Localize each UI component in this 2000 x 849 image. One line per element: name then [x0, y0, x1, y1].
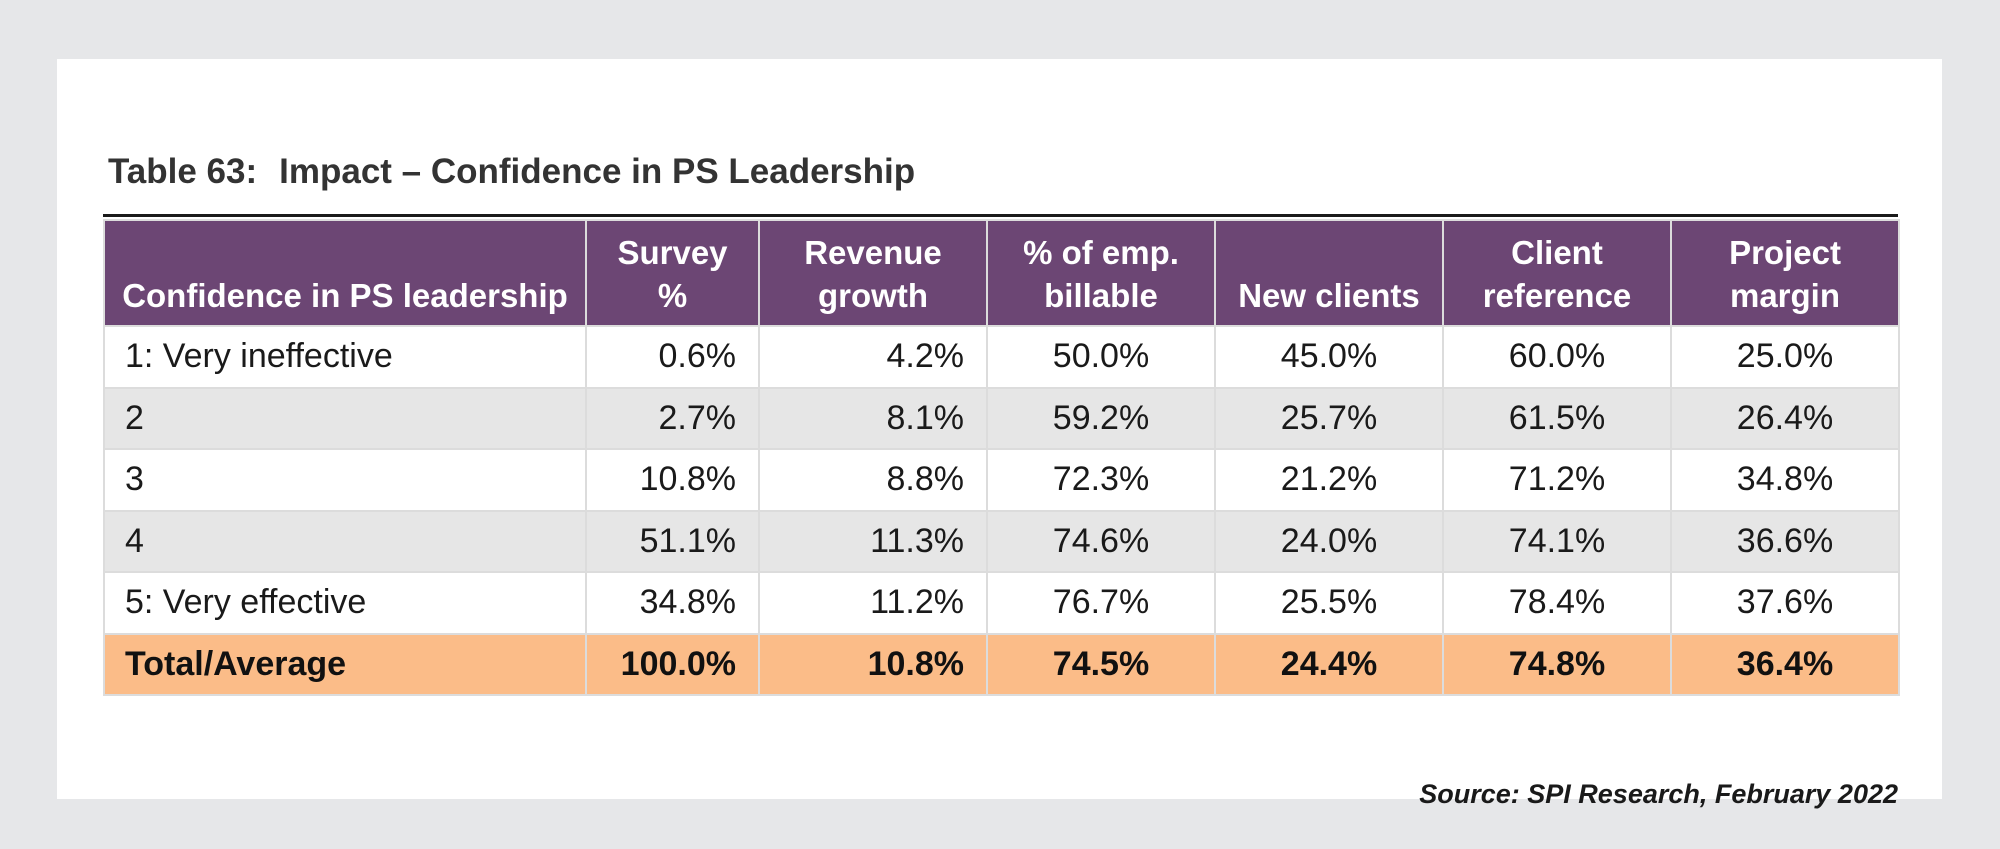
- total-new-clients: 24.4%: [1214, 632, 1444, 696]
- table-row: 1: Very ineffective 0.6% 4.2% 50.0% 45.0…: [103, 325, 1900, 389]
- cell-project-margin: 25.0%: [1670, 325, 1900, 389]
- total-emp-billable: 74.5%: [986, 632, 1216, 696]
- total-survey: 100.0%: [585, 632, 760, 696]
- table-row: 3 10.8% 8.8% 72.3% 21.2% 71.2% 34.8%: [103, 448, 1900, 512]
- total-client-reference: 74.8%: [1442, 632, 1672, 696]
- header-line: reference: [1482, 277, 1632, 314]
- col-header-project-margin: Project margin: [1670, 219, 1900, 327]
- cell-client-reference: 60.0%: [1442, 325, 1672, 389]
- col-header-client-reference: Client reference: [1442, 219, 1672, 327]
- row-label: 3: [103, 448, 587, 512]
- cell-project-margin: 26.4%: [1670, 386, 1900, 450]
- header-line: % of emp.: [1023, 234, 1179, 271]
- cell-survey: 10.8%: [585, 448, 760, 512]
- col-header-emp-billable: % of emp. billable: [986, 219, 1216, 327]
- header-line: %: [657, 277, 688, 314]
- row-label: 4: [103, 509, 587, 573]
- cell-new-clients: 24.0%: [1214, 509, 1444, 573]
- cell-new-clients: 25.7%: [1214, 386, 1444, 450]
- total-row: Total/Average 100.0% 10.8% 74.5% 24.4% 7…: [103, 632, 1900, 696]
- row-label: 5: Very effective: [103, 571, 587, 635]
- cell-emp-billable: 50.0%: [986, 325, 1216, 389]
- header-line: Client: [1511, 234, 1603, 271]
- cell-revenue-growth: 11.2%: [758, 571, 988, 635]
- total-label: Total/Average: [103, 632, 587, 696]
- cell-emp-billable: 59.2%: [986, 386, 1216, 450]
- col-header-new-clients: New clients: [1214, 219, 1444, 327]
- cell-client-reference: 71.2%: [1442, 448, 1672, 512]
- cell-project-margin: 36.6%: [1670, 509, 1900, 573]
- cell-project-margin: 34.8%: [1670, 448, 1900, 512]
- header-line: Confidence in PS leadership: [122, 277, 568, 314]
- cell-survey: 2.7%: [585, 386, 760, 450]
- cell-emp-billable: 76.7%: [986, 571, 1216, 635]
- cell-emp-billable: 74.6%: [986, 509, 1216, 573]
- table-row: 4 51.1% 11.3% 74.6% 24.0% 74.1% 36.6%: [103, 509, 1900, 573]
- cell-client-reference: 78.4%: [1442, 571, 1672, 635]
- cell-new-clients: 25.5%: [1214, 571, 1444, 635]
- cell-survey: 51.1%: [585, 509, 760, 573]
- row-label: 2: [103, 386, 587, 450]
- cell-client-reference: 74.1%: [1442, 509, 1672, 573]
- row-label: 1: Very ineffective: [103, 325, 587, 389]
- table-title: Table 63: Impact – Confidence in PS Leade…: [108, 154, 915, 189]
- cell-revenue-growth: 11.3%: [758, 509, 988, 573]
- total-project-margin: 36.4%: [1670, 632, 1900, 696]
- cell-revenue-growth: 8.8%: [758, 448, 988, 512]
- table-row: 5: Very effective 34.8% 11.2% 76.7% 25.5…: [103, 571, 1900, 635]
- table-card: Table 63: Impact – Confidence in PS Leade…: [57, 59, 1942, 809]
- cell-survey: 0.6%: [585, 325, 760, 389]
- data-table: Confidence in PS leadership Survey % Rev…: [103, 219, 1900, 696]
- header-line: growth: [818, 277, 928, 314]
- cell-client-reference: 61.5%: [1442, 386, 1672, 450]
- cell-new-clients: 45.0%: [1214, 325, 1444, 389]
- header-line: Revenue: [804, 234, 942, 271]
- cell-revenue-growth: 8.1%: [758, 386, 988, 450]
- table-title-text: Impact – Confidence in PS Leadership: [279, 152, 916, 191]
- cell-revenue-growth: 4.2%: [758, 325, 988, 389]
- header-line: margin: [1729, 277, 1841, 314]
- source-note: Source: SPI Research, February 2022: [1419, 779, 1898, 809]
- header-line: Survey: [617, 234, 728, 271]
- cell-survey: 34.8%: [585, 571, 760, 635]
- table-number: Table 63:: [108, 152, 258, 191]
- cell-new-clients: 21.2%: [1214, 448, 1444, 512]
- title-rule: [103, 214, 1898, 217]
- col-header-survey: Survey %: [585, 219, 760, 327]
- header-row: Confidence in PS leadership Survey % Rev…: [103, 219, 1900, 327]
- cell-project-margin: 37.6%: [1670, 571, 1900, 635]
- col-header-confidence: Confidence in PS leadership: [103, 219, 587, 327]
- col-header-revenue-growth: Revenue growth: [758, 219, 988, 327]
- header-line: Project: [1729, 234, 1841, 271]
- header-line: New clients: [1238, 277, 1420, 314]
- header-line: billable: [1044, 277, 1158, 314]
- total-revenue-growth: 10.8%: [758, 632, 988, 696]
- cell-emp-billable: 72.3%: [986, 448, 1216, 512]
- table-row: 2 2.7% 8.1% 59.2% 25.7% 61.5% 26.4%: [103, 386, 1900, 450]
